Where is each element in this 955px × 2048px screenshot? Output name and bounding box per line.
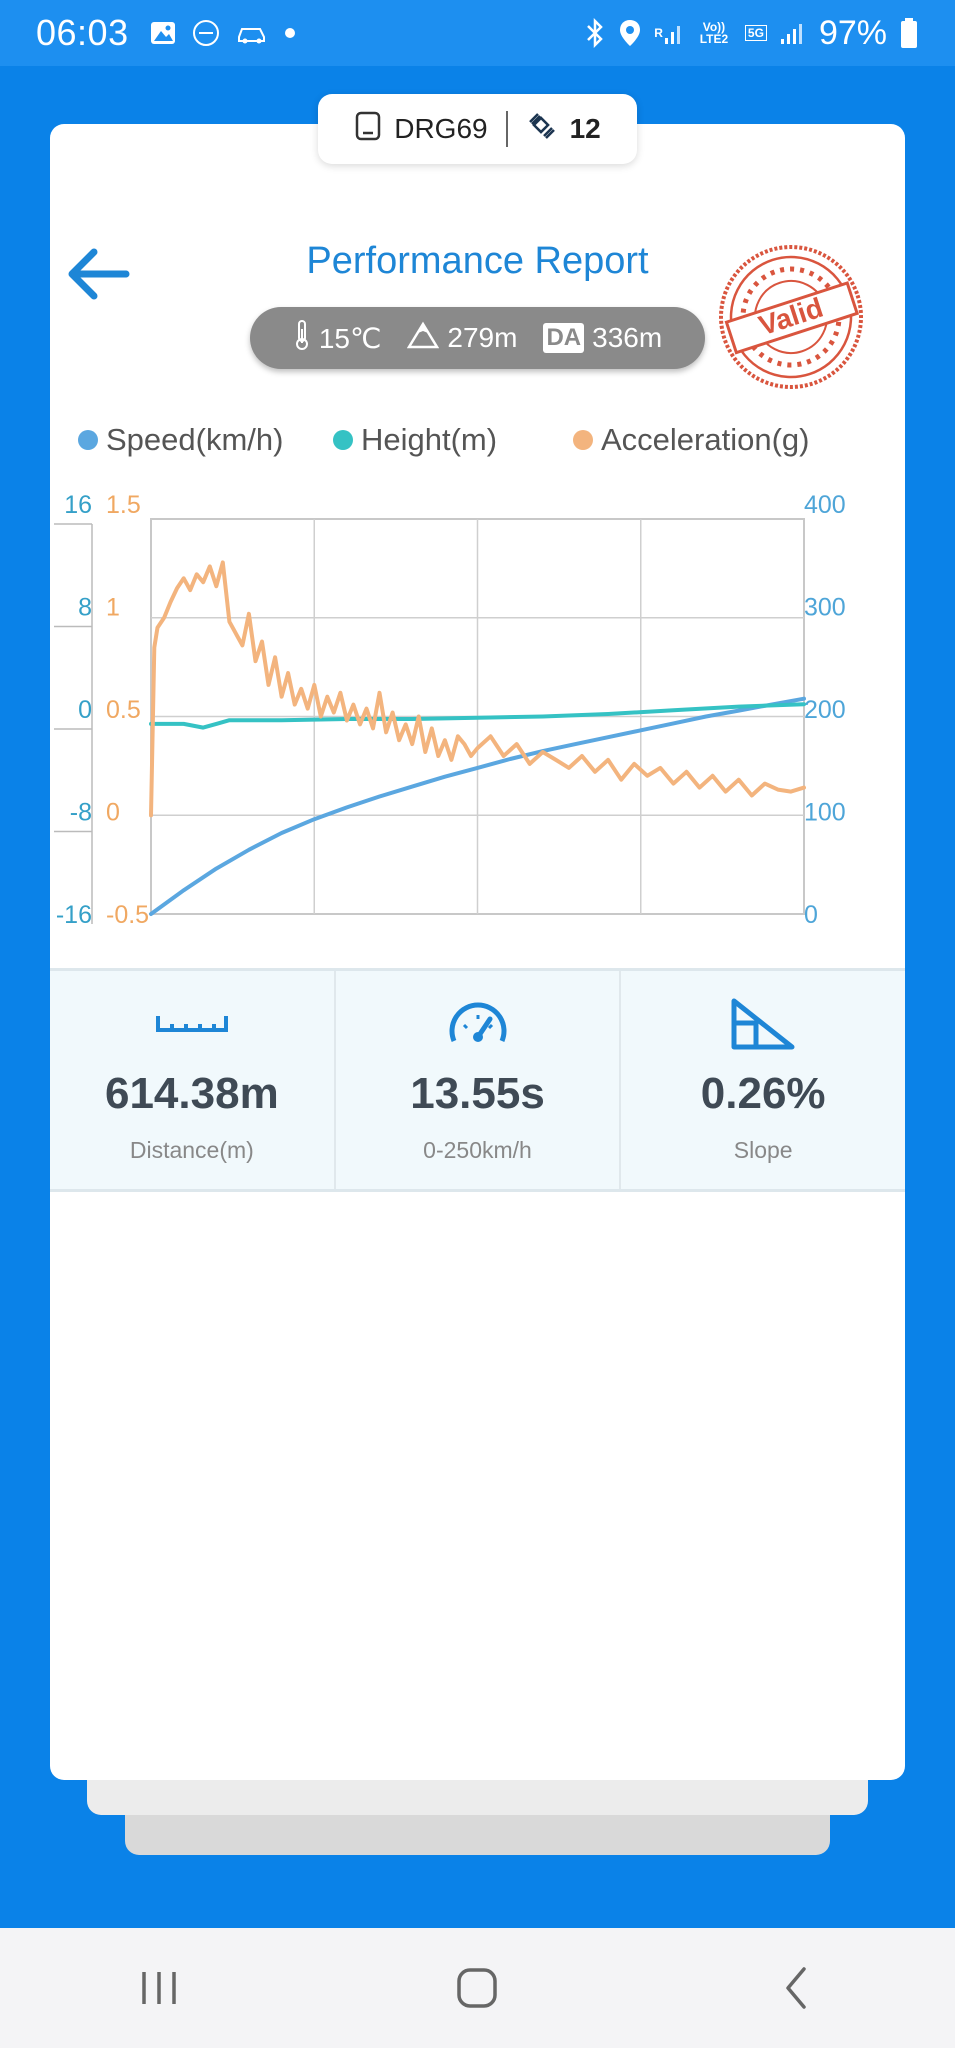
performance-chart: 16 1.5 400 8 1 300 0 0.5 200 -8 0 100 -16 -0.5 0 xyxy=(54,491,846,929)
status-bar: 06:03 R Vo)) LTE2 5G 97% xyxy=(0,0,955,66)
device-name: DRG69 xyxy=(394,113,488,144)
legend-speed[interactable]: Speed(km/h) xyxy=(78,422,333,458)
device-pill[interactable]: DRG69 12 xyxy=(318,94,637,164)
legend-acceleration[interactable]: Acceleration(g) xyxy=(573,422,809,458)
page-title: Performance Report xyxy=(306,240,649,282)
battery-percent: 97% xyxy=(818,13,887,52)
satellite-icon xyxy=(526,110,558,149)
app-notification-icon xyxy=(191,18,221,48)
distance-value: 614.38m xyxy=(104,1069,279,1118)
altitude-value: 279m xyxy=(447,322,518,353)
legend-label-height: Height(m) xyxy=(361,422,498,457)
stat-distance: 614.38m Distance(m) xyxy=(50,971,336,1189)
da-badge: DA xyxy=(543,323,585,353)
battery-icon xyxy=(899,17,919,49)
back-nav-button[interactable] xyxy=(736,1948,856,2028)
system-nav-bar xyxy=(0,1928,955,2048)
signal-icon xyxy=(779,20,807,46)
legend-height[interactable]: Height(m) xyxy=(333,422,573,458)
accel-tick-label: 0.5 xyxy=(106,696,141,724)
stats-panel: 614.38m Distance(m) 13.55s 0-250km/h 0.2… xyxy=(50,968,905,1192)
location-icon xyxy=(618,18,642,48)
slope-value: 0.26% xyxy=(700,1069,826,1118)
distance-label: Distance(m) xyxy=(129,1137,254,1163)
conditions-pill: 15℃ 279m DA 336m xyxy=(250,307,705,369)
recent-apps-button[interactable] xyxy=(99,1948,219,2028)
clock: 06:03 xyxy=(36,12,129,53)
height-tick-label: 8 xyxy=(78,594,92,622)
accel-tick-label: 1.5 xyxy=(106,491,141,519)
time-label: 0-250km/h xyxy=(423,1137,532,1163)
height-tick-label: -8 xyxy=(70,799,92,827)
volte-indicator: Vo)) LTE2 xyxy=(699,20,729,46)
chart-legend: Speed(km/h) Height(m) Acceleration(g) xyxy=(78,422,878,458)
thermometer-icon xyxy=(293,319,311,358)
series-line-acceleration xyxy=(149,560,806,818)
back-nav-icon xyxy=(786,1967,806,2009)
report-card xyxy=(50,124,905,1780)
5g-indicator: 5G xyxy=(744,25,767,41)
speed-tick-label: 300 xyxy=(804,594,846,622)
satellite-count: 12 xyxy=(569,113,601,144)
home-button[interactable] xyxy=(417,1948,537,2028)
time-value: 13.55s xyxy=(410,1069,545,1118)
car-icon xyxy=(235,19,269,47)
height-tick-label: 0 xyxy=(78,696,92,724)
legend-dot-acceleration xyxy=(573,430,593,450)
speedometer-icon xyxy=(448,995,508,1053)
speed-tick-label: 400 xyxy=(804,491,846,519)
stat-slope: 0.26% Slope xyxy=(621,971,905,1189)
system-indicators: R Vo)) LTE2 5G 97% xyxy=(584,14,919,53)
legend-dot-speed xyxy=(78,430,98,450)
mountain-icon xyxy=(407,321,440,356)
legend-dot-height xyxy=(333,430,353,450)
gallery-icon xyxy=(149,19,177,47)
device-icon xyxy=(354,110,382,149)
height-tick-label: 16 xyxy=(64,491,92,519)
slope-label: Slope xyxy=(733,1137,793,1163)
valid-stamp: Valid xyxy=(714,240,869,395)
accel-tick-label: 0 xyxy=(106,799,120,827)
speed-tick-label: 200 xyxy=(804,696,846,724)
speed-tick-label: 100 xyxy=(804,799,846,827)
pill-divider xyxy=(505,111,508,147)
dot-icon xyxy=(283,26,297,40)
accel-tick-label: -0.5 xyxy=(106,901,149,929)
speed-tick-label: 0 xyxy=(804,901,818,929)
ruler-icon xyxy=(155,995,229,1053)
series-line-height xyxy=(149,702,806,730)
notification-icons xyxy=(149,18,297,48)
recent-apps-icon xyxy=(142,1972,176,2004)
legend-label-speed: Speed(km/h) xyxy=(106,422,284,457)
series-line-speed xyxy=(149,696,806,916)
height-tick-label: -16 xyxy=(56,901,92,929)
roaming-signal-icon: R xyxy=(654,20,683,46)
back-button[interactable] xyxy=(64,244,134,304)
temperature-value: 15℃ xyxy=(318,322,382,354)
density-altitude-value: 336m xyxy=(592,322,663,353)
home-icon xyxy=(457,1968,498,2008)
accel-tick-label: 1 xyxy=(106,594,120,622)
bluetooth-icon xyxy=(584,18,606,48)
arrow-left-icon xyxy=(68,248,130,300)
legend-label-acceleration: Acceleration(g) xyxy=(601,422,810,457)
stat-time: 13.55s 0-250km/h xyxy=(336,971,622,1189)
slope-icon xyxy=(730,995,796,1053)
